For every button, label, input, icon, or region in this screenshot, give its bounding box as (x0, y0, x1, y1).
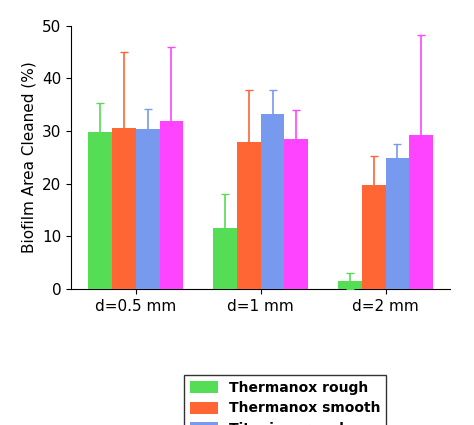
Bar (410, 135, 433, 289)
Bar (160, 122, 183, 289)
Bar (338, 281, 362, 289)
Bar (362, 184, 386, 289)
Bar (136, 129, 160, 289)
Bar (112, 128, 136, 289)
Bar (386, 158, 410, 289)
Bar (213, 228, 237, 289)
Bar (237, 142, 261, 289)
Legend: Thermanox rough, Thermanox smooth, Titanium rough, Titanium smooth: Thermanox rough, Thermanox smooth, Titan… (184, 375, 386, 425)
Bar (88, 132, 112, 289)
Bar (284, 139, 308, 289)
Y-axis label: Biofilm Area Cleaned (%): Biofilm Area Cleaned (%) (21, 61, 36, 253)
Bar (261, 114, 284, 289)
